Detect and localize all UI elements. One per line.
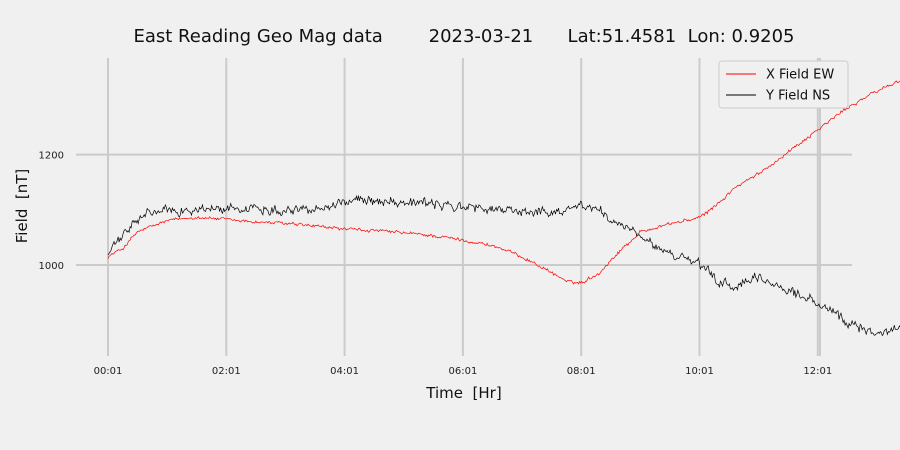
- x-axis-label: Time [Hr]: [425, 384, 501, 402]
- series-line-2: [107, 194, 900, 337]
- y-tick-label: 1200: [39, 151, 64, 162]
- x-tick-label: 08:01: [567, 366, 596, 377]
- y-tick-labels: 1000 1200: [39, 151, 64, 272]
- legend-label: X Field EW: [766, 68, 834, 83]
- x-tick-label: 06:01: [448, 366, 477, 377]
- legend-label: Y Field NS: [765, 89, 830, 104]
- x-tick-label: 02:01: [212, 366, 241, 377]
- series-line-1: [107, 80, 900, 285]
- y-tick-label: 1000: [39, 261, 64, 272]
- series-group: [107, 80, 900, 337]
- x-tick-labels: 00:0102:0104:0106:0108:0110:0112:0114:01…: [94, 366, 833, 377]
- x-tick-label: 00:01: [94, 366, 123, 377]
- x-tick-label: 10:01: [685, 366, 714, 377]
- legend-box: [718, 60, 849, 109]
- x-tick-label: 04:01: [330, 366, 359, 377]
- y-axis-label: Field [nT]: [13, 169, 31, 244]
- x-tick-label: 12:01: [803, 366, 832, 377]
- legend: X Field EW Y Field NS: [718, 60, 849, 109]
- chart-title: East Reading Geo Mag data 2023-03-21 Lat…: [133, 26, 794, 47]
